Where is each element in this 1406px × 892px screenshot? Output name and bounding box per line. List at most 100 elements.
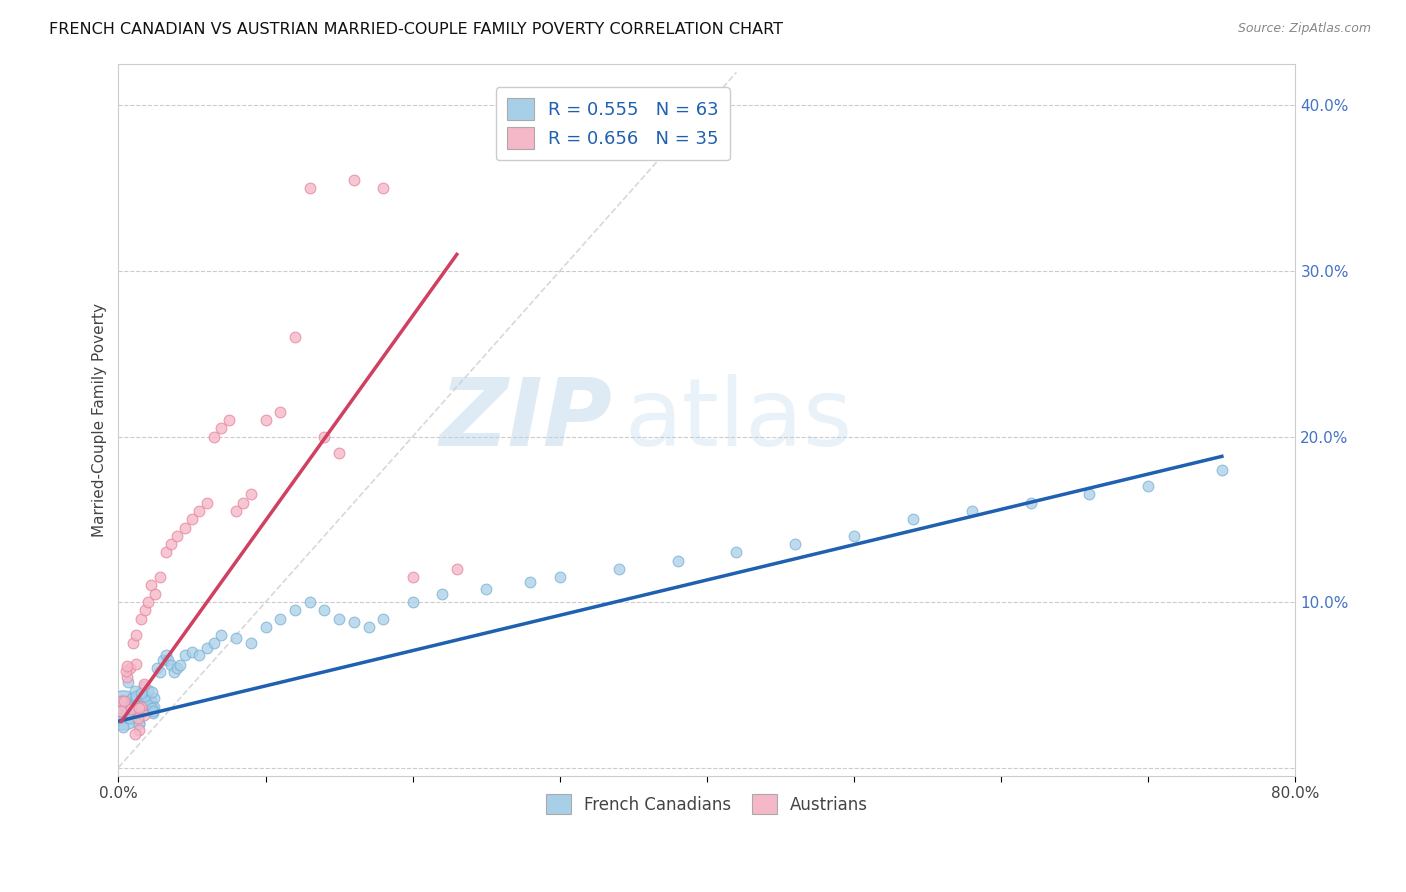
Point bbox=[110, 711, 132, 725]
Point bbox=[373, 181, 395, 195]
Point bbox=[785, 537, 807, 551]
Point bbox=[232, 496, 254, 510]
Point bbox=[1019, 496, 1042, 510]
Point bbox=[127, 706, 149, 721]
Point bbox=[127, 698, 149, 712]
Point bbox=[129, 699, 152, 714]
Point bbox=[446, 562, 468, 576]
Point bbox=[122, 698, 145, 712]
Point bbox=[181, 512, 204, 526]
Point bbox=[254, 620, 277, 634]
Point bbox=[139, 578, 162, 592]
Legend: French Canadians, Austrians: French Canadians, Austrians bbox=[540, 788, 875, 821]
Point bbox=[118, 694, 141, 708]
Point bbox=[122, 636, 145, 650]
Point bbox=[128, 700, 150, 714]
Point bbox=[125, 690, 148, 704]
Point bbox=[284, 330, 307, 344]
Point bbox=[209, 628, 232, 642]
Point bbox=[1211, 462, 1233, 476]
Point bbox=[202, 636, 225, 650]
Point bbox=[1137, 479, 1160, 493]
Point bbox=[134, 603, 156, 617]
Point bbox=[117, 669, 139, 683]
Point bbox=[666, 554, 689, 568]
Point bbox=[328, 611, 350, 625]
Point bbox=[125, 691, 148, 706]
Point bbox=[125, 657, 148, 671]
Point bbox=[131, 698, 153, 712]
Point bbox=[125, 628, 148, 642]
Point bbox=[269, 611, 291, 625]
Point bbox=[195, 496, 218, 510]
Point bbox=[314, 603, 336, 617]
Point bbox=[129, 611, 152, 625]
Point bbox=[142, 691, 165, 706]
Point bbox=[163, 665, 186, 679]
Point bbox=[118, 699, 141, 714]
Point bbox=[343, 173, 366, 187]
Point bbox=[121, 691, 143, 706]
Point bbox=[402, 595, 425, 609]
Point bbox=[128, 717, 150, 731]
Point bbox=[314, 429, 336, 443]
Point bbox=[117, 659, 139, 673]
Point bbox=[136, 698, 159, 712]
Point bbox=[901, 512, 924, 526]
Point bbox=[284, 603, 307, 617]
Point bbox=[111, 694, 134, 708]
Point bbox=[128, 715, 150, 730]
Point bbox=[173, 520, 195, 534]
Y-axis label: Married-Couple Family Poverty: Married-Couple Family Poverty bbox=[93, 303, 107, 537]
Point bbox=[139, 694, 162, 708]
Point bbox=[328, 446, 350, 460]
Point bbox=[122, 709, 145, 723]
Point bbox=[143, 587, 166, 601]
Point bbox=[111, 703, 134, 717]
Point bbox=[114, 707, 136, 722]
Point bbox=[110, 694, 132, 708]
Point bbox=[124, 684, 146, 698]
Point bbox=[181, 645, 204, 659]
Point bbox=[225, 632, 247, 646]
Point bbox=[142, 706, 165, 720]
Point bbox=[124, 694, 146, 708]
Point bbox=[373, 611, 395, 625]
Point bbox=[134, 689, 156, 703]
Point bbox=[117, 706, 139, 721]
Point bbox=[111, 720, 134, 734]
Point bbox=[225, 504, 247, 518]
Point bbox=[149, 665, 172, 679]
Point bbox=[202, 429, 225, 443]
Point bbox=[239, 636, 262, 650]
Point bbox=[725, 545, 748, 559]
Point bbox=[111, 694, 134, 708]
Point bbox=[136, 682, 159, 697]
Point bbox=[1078, 487, 1101, 501]
Point bbox=[343, 615, 366, 629]
Point bbox=[842, 529, 865, 543]
Point bbox=[120, 711, 142, 725]
Text: ZIP: ZIP bbox=[440, 374, 613, 466]
Point bbox=[141, 701, 163, 715]
Point bbox=[134, 708, 156, 723]
Point bbox=[132, 691, 155, 706]
Point bbox=[155, 545, 177, 559]
Point bbox=[141, 684, 163, 698]
Point bbox=[298, 181, 321, 195]
Point bbox=[195, 641, 218, 656]
Point bbox=[155, 648, 177, 662]
Point bbox=[357, 620, 380, 634]
Point bbox=[110, 701, 132, 715]
Point bbox=[112, 694, 135, 708]
Point bbox=[188, 504, 211, 518]
Point bbox=[254, 413, 277, 427]
Point bbox=[402, 570, 425, 584]
Point bbox=[117, 675, 139, 690]
Point bbox=[136, 595, 159, 609]
Point bbox=[173, 648, 195, 662]
Point bbox=[117, 703, 139, 717]
Point bbox=[218, 413, 240, 427]
Point bbox=[519, 575, 541, 590]
Point bbox=[143, 700, 166, 714]
